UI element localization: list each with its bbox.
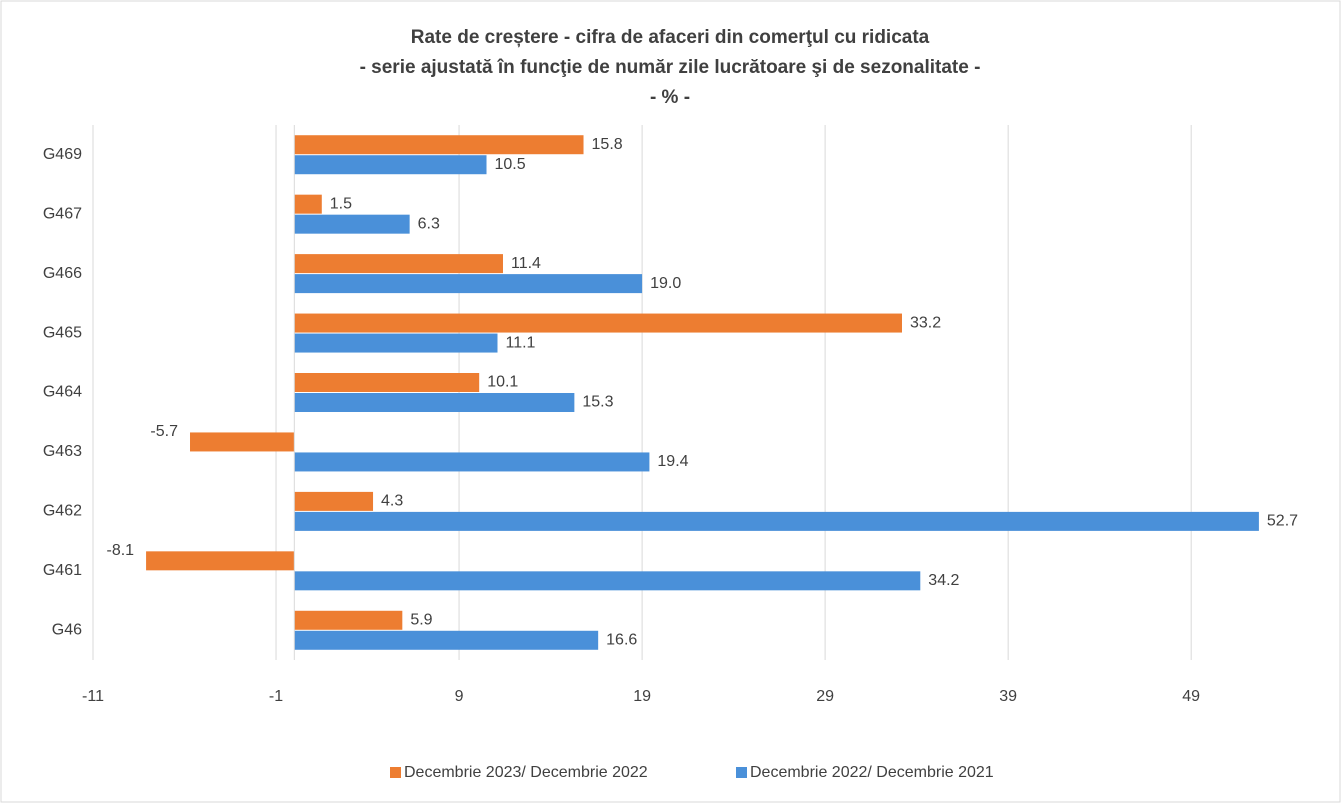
legend-label: Decembrie 2023/ Decembrie 2022: [404, 764, 648, 781]
data-label: 4.3: [381, 493, 403, 510]
bar: [294, 373, 480, 392]
y-tick-label: G467: [43, 205, 82, 222]
bar: [294, 393, 575, 412]
y-tick-label: G46: [52, 621, 82, 638]
y-tick-label: G469: [43, 146, 82, 163]
data-label: 11.4: [511, 255, 541, 272]
bar: [294, 452, 650, 472]
bar: [294, 194, 322, 214]
data-label: 15.8: [592, 136, 623, 153]
bar: [294, 491, 374, 511]
data-label: 11.1: [505, 334, 535, 351]
bar: [146, 551, 295, 571]
x-tick-label: 9: [455, 688, 464, 705]
chart-title: - serie ajustată în funcţie de număr zil…: [360, 57, 981, 78]
bar: [294, 571, 921, 591]
chart-title: - % -: [650, 87, 690, 108]
bar: [294, 214, 410, 234]
bar: [294, 630, 599, 650]
data-label: 16.6: [606, 631, 637, 648]
y-tick-label: G466: [43, 265, 82, 282]
bar: [294, 155, 487, 175]
bar: [294, 511, 1259, 531]
x-tick-label: 49: [1182, 688, 1200, 705]
x-tick-label: -11: [82, 688, 104, 705]
y-tick-label: G462: [43, 503, 82, 520]
x-tick-label: 39: [999, 688, 1017, 705]
bar: [294, 135, 584, 155]
bar: [294, 274, 643, 294]
bar: [294, 254, 503, 274]
bar: [294, 610, 403, 630]
x-tick-label: -1: [269, 688, 283, 705]
data-label: 1.5: [330, 195, 352, 212]
data-label: 52.7: [1267, 513, 1298, 530]
data-label: -8.1: [107, 542, 135, 559]
y-tick-label: G465: [43, 324, 82, 341]
bar: [294, 333, 498, 353]
legend-swatch: [390, 767, 401, 778]
data-label: 6.3: [418, 215, 440, 232]
y-tick-label: G461: [43, 562, 82, 579]
bar: [294, 313, 902, 333]
bar: [190, 432, 295, 452]
data-label: -5.7: [150, 423, 178, 440]
y-tick-label: G463: [43, 443, 82, 460]
data-label: 10.1: [487, 374, 518, 391]
legend-swatch: [736, 767, 747, 778]
data-label: 34.2: [928, 572, 959, 589]
data-label: 19.0: [650, 275, 681, 292]
x-tick-label: 29: [816, 688, 834, 705]
y-tick-label: G464: [43, 384, 82, 401]
data-label: 19.4: [657, 453, 688, 470]
legend-label: Decembrie 2022/ Decembrie 2021: [750, 764, 994, 781]
data-label: 33.2: [910, 314, 941, 331]
data-label: 10.5: [495, 156, 526, 173]
data-label: 5.9: [410, 611, 432, 628]
chart-title: Rate de creștere - cifra de afaceri din …: [411, 27, 930, 48]
data-label: 15.3: [582, 394, 613, 411]
x-tick-label: 19: [633, 688, 651, 705]
